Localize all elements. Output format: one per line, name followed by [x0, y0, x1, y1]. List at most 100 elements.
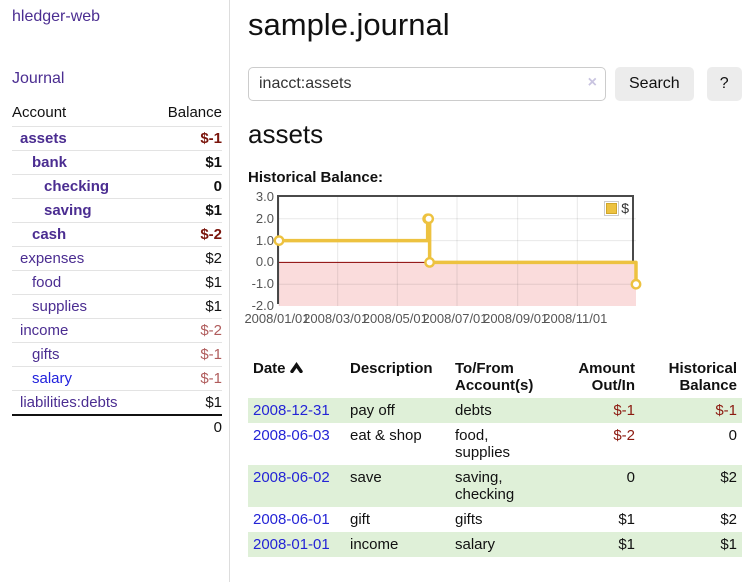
legend-swatch-icon: [604, 200, 620, 216]
transaction-date-link[interactable]: 2008-12-31: [253, 402, 330, 419]
transaction-amount: $1: [618, 536, 635, 553]
transaction-balance: $2: [720, 469, 737, 486]
x-axis-label: 2008/03/01: [303, 311, 369, 326]
register-table: Date Description To/From Account(s) Amou…: [248, 356, 742, 557]
y-axis-label: -1.0: [251, 276, 274, 292]
chart-canvas: [273, 197, 642, 306]
account-balance: 0: [150, 174, 222, 199]
transaction-accounts: gifts: [455, 511, 483, 528]
column-header-date[interactable]: Date: [248, 356, 345, 398]
register-row: 2008-06-02 save saving, checking 0 $2: [248, 465, 742, 507]
main-panel: sample.journal × Search? assets Historic…: [244, 0, 742, 582]
column-header-amount: Amount Out/In: [578, 360, 635, 394]
account-link-gifts[interactable]: gifts: [32, 346, 60, 363]
account-link-cash[interactable]: cash: [32, 226, 67, 243]
help-button[interactable]: ?: [706, 67, 742, 101]
account-link-food[interactable]: food: [32, 274, 62, 291]
chart-legend: $: [604, 200, 629, 216]
transaction-accounts: food, supplies: [455, 427, 511, 461]
account-balance: $1: [150, 150, 222, 175]
accounts-header-account: Account: [12, 104, 67, 121]
transaction-description: save: [350, 469, 382, 486]
y-axis-label: 2.0: [255, 210, 274, 226]
account-link-saving[interactable]: saving: [44, 202, 92, 219]
transaction-description: gift: [350, 511, 371, 528]
account-row: income $-2: [12, 318, 222, 343]
transaction-accounts: saving, checking: [455, 469, 515, 503]
search-form: × Search?: [248, 67, 742, 103]
accounts-header-balance: Balance: [167, 104, 222, 121]
sidebar: hledger-web Journal Account Balance asse…: [0, 0, 230, 582]
transaction-balance: $2: [720, 511, 737, 528]
search-input[interactable]: [248, 67, 606, 101]
account-row: food $1: [12, 270, 222, 295]
transaction-amount: 0: [626, 469, 635, 486]
search-button[interactable]: Search: [615, 67, 694, 101]
x-axis-label: 2008/01/01: [244, 311, 310, 326]
balance-chart: 3.0 2.0 1.0 0.0 -1.0 -2.0 $ 2008/01/01 2008/03…: [244, 189, 742, 340]
column-header-description: Description: [350, 360, 433, 377]
app-brand-link[interactable]: hledger-web: [12, 8, 101, 25]
transaction-description: income: [350, 536, 399, 553]
transaction-balance: $-1: [715, 402, 737, 419]
account-link-checking[interactable]: checking: [44, 178, 110, 195]
transaction-balance: $1: [720, 536, 737, 553]
account-row: saving $1: [12, 198, 222, 223]
account-link-liabilities-debts[interactable]: liabilities:debts: [20, 394, 118, 411]
y-axis-label: 3.0: [255, 189, 274, 204]
account-link-expenses[interactable]: expenses: [20, 250, 85, 267]
transaction-date-link[interactable]: 2008-01-01: [253, 536, 330, 553]
legend-label: $: [621, 200, 629, 216]
account-row: bank $1: [12, 150, 222, 175]
accounts-table: Account Balance assets $-1 bank $1 check…: [12, 100, 222, 439]
account-title: assets: [248, 119, 324, 149]
account-row: expenses $2: [12, 246, 222, 271]
transaction-description: pay off: [350, 402, 395, 419]
transaction-description: eat & shop: [350, 427, 422, 444]
account-row: assets $-1: [12, 126, 222, 151]
account-balance: $-1: [150, 342, 222, 367]
x-axis-label: 2008/11/01: [543, 311, 608, 326]
accounts-total: 0: [150, 414, 222, 439]
x-axis-label: 2008/05/01: [362, 311, 428, 326]
y-axis-label: 1.0: [255, 232, 274, 248]
account-row: cash $-2: [12, 222, 222, 247]
y-axis-label: -2.0: [251, 298, 274, 313]
register-row: 2008-06-03 eat & shop food, supplies $-2…: [248, 423, 742, 465]
account-link-bank[interactable]: bank: [32, 154, 68, 171]
account-balance: $1: [150, 294, 222, 319]
account-balance: $-2: [150, 318, 222, 343]
account-link-supplies[interactable]: supplies: [32, 298, 88, 315]
x-axis-label: 2008/09/01: [483, 311, 549, 326]
account-row: salary $-1: [12, 366, 222, 391]
account-row: liabilities:debts $1: [12, 390, 222, 415]
transaction-date-link[interactable]: 2008-06-02: [253, 469, 330, 486]
transaction-date-link[interactable]: 2008-06-01: [253, 511, 330, 528]
register-row: 2008-12-31 pay off debts $-1 $-1: [248, 398, 742, 423]
transaction-date-link[interactable]: 2008-06-03: [253, 427, 330, 444]
chart-plot-area: $: [273, 195, 642, 306]
chart-heading: Historical Balance:: [248, 169, 384, 186]
y-axis-label: 0.0: [255, 254, 274, 270]
account-link-assets[interactable]: assets: [20, 130, 67, 147]
transaction-accounts: debts: [455, 402, 492, 419]
register-row: 2008-01-01 income salary $1 $1: [248, 532, 742, 557]
account-balance: $1: [150, 270, 222, 295]
column-header-balance: Historical Balance: [668, 360, 737, 394]
sidebar-item-journal[interactable]: Journal: [12, 70, 65, 87]
transaction-accounts: salary: [455, 536, 496, 553]
account-balance: $-1: [150, 126, 222, 151]
account-link-salary[interactable]: salary: [32, 370, 73, 387]
account-balance: $2: [150, 246, 222, 271]
account-balance: $1: [150, 198, 222, 223]
account-balance: $1: [150, 390, 222, 415]
clear-search-icon[interactable]: ×: [587, 74, 597, 91]
account-link-income[interactable]: income: [20, 322, 69, 339]
account-row: checking 0: [12, 174, 222, 199]
transaction-amount: $-1: [613, 402, 635, 419]
x-axis-label: 2008/07/01: [422, 311, 488, 326]
account-balance: $-1: [150, 366, 222, 391]
register-header-row: Date Description To/From Account(s) Amou…: [248, 356, 742, 398]
page-title: sample.journal: [248, 7, 450, 42]
accounts-total-row: 0: [12, 414, 222, 439]
